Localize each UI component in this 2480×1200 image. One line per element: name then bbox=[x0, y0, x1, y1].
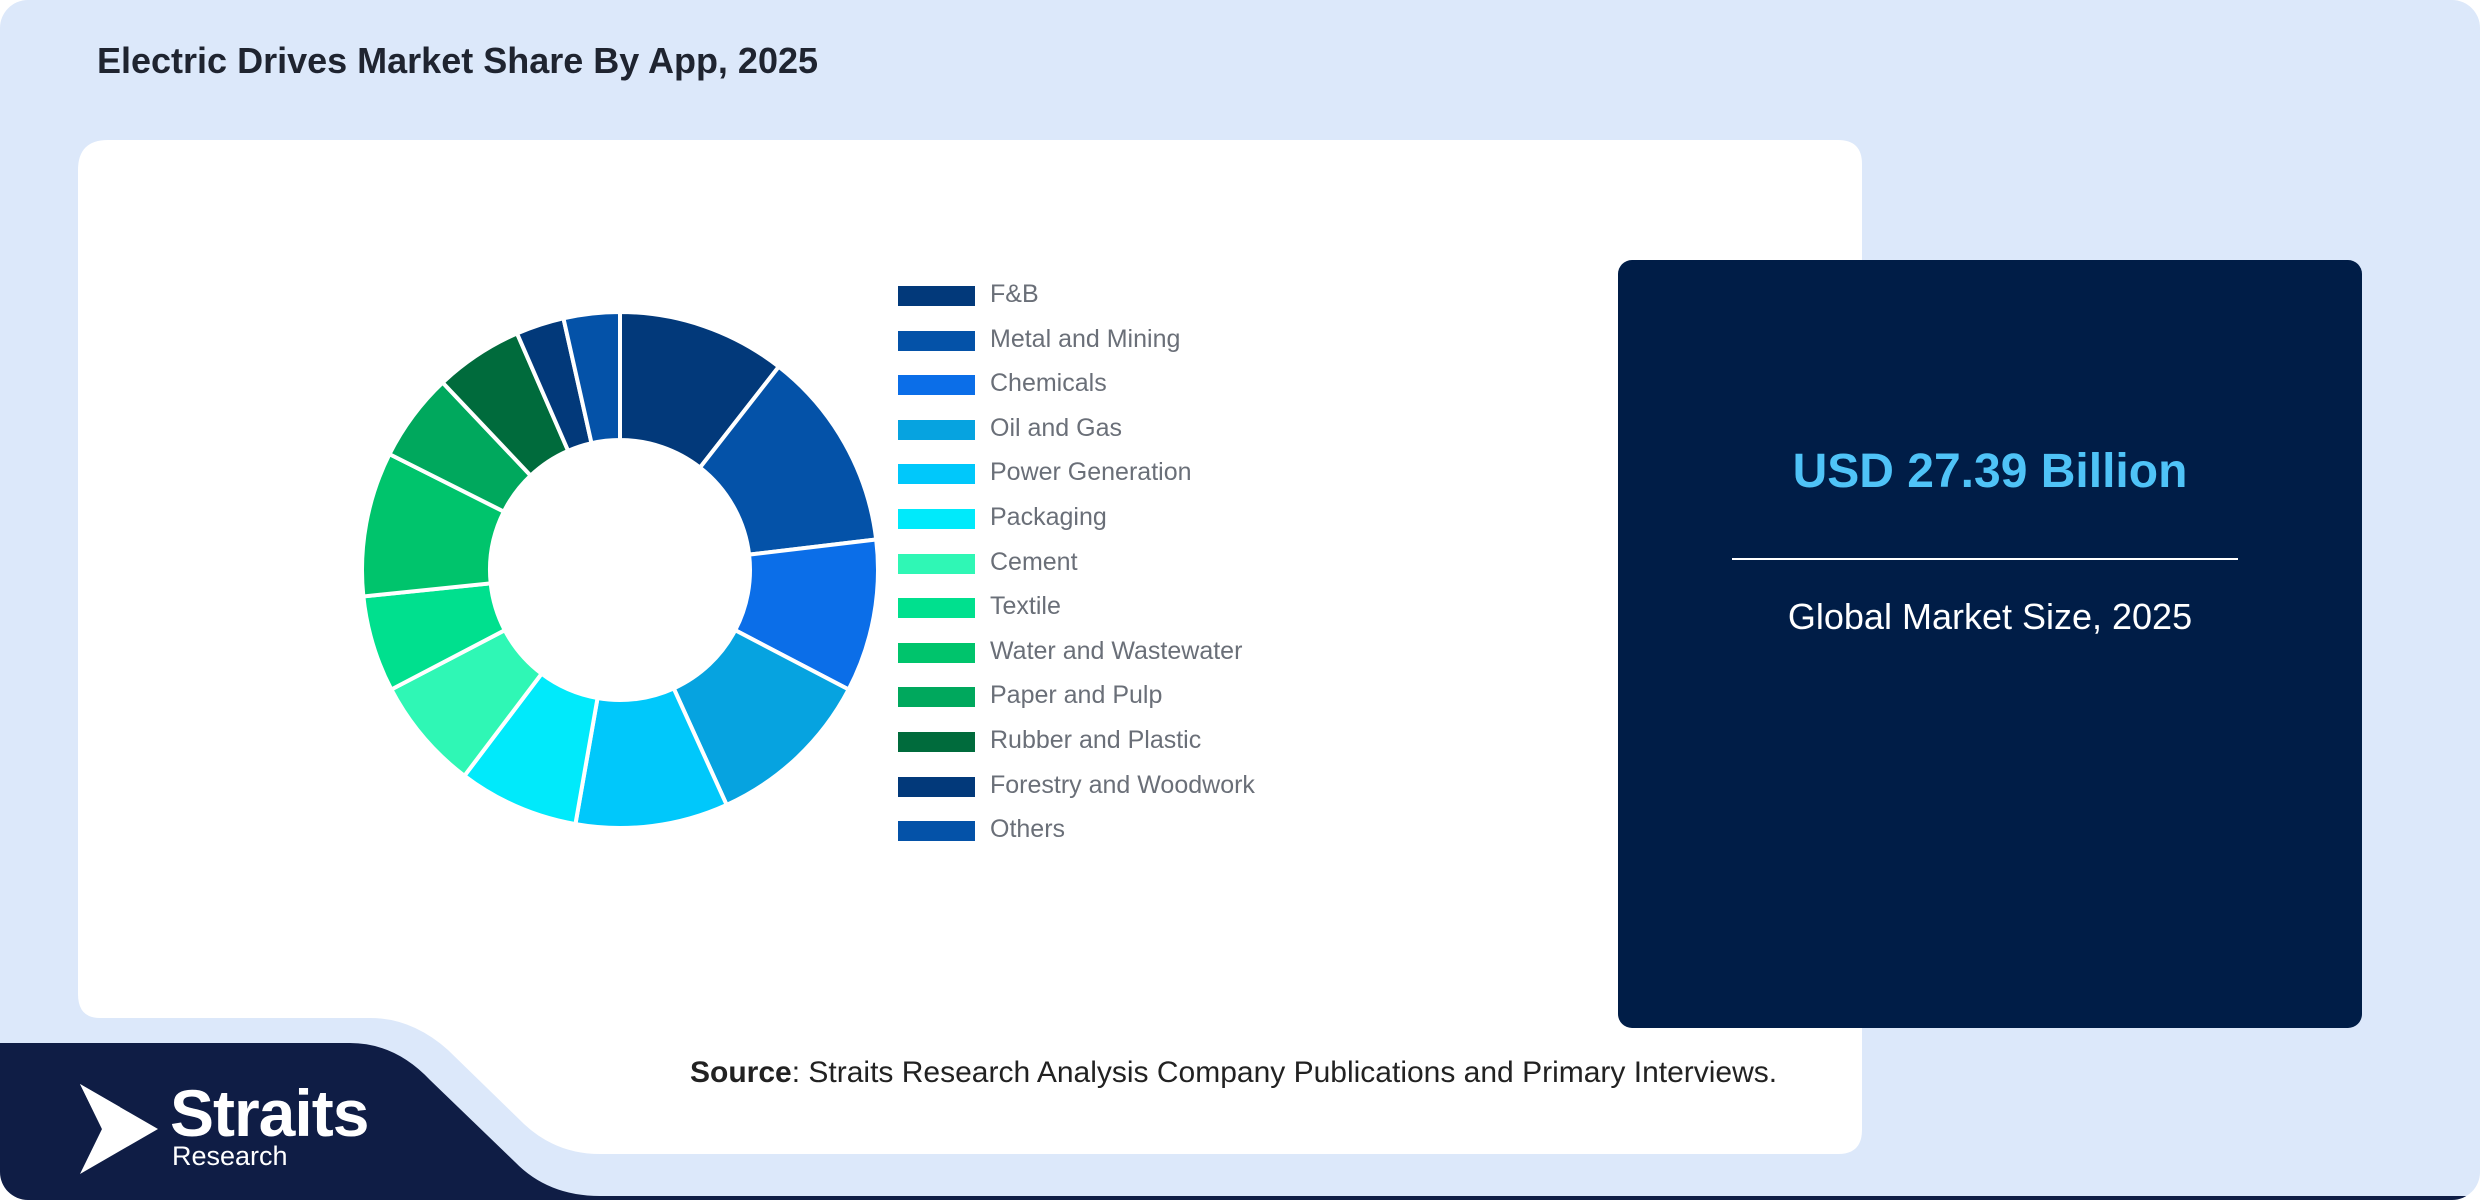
straits-arrow-icon bbox=[80, 1084, 158, 1174]
legend-item[interactable]: Power Generation bbox=[898, 454, 1338, 494]
legend-swatch bbox=[898, 464, 975, 485]
legend-label: Forestry and Woodwork bbox=[990, 770, 1255, 799]
legend-swatch bbox=[898, 375, 975, 396]
logo-subtitle: Research bbox=[172, 1141, 288, 1171]
legend-swatch bbox=[898, 286, 975, 306]
source-note: Source: Straits Research Analysis Compan… bbox=[690, 1056, 1777, 1090]
legend-item[interactable]: Chemicals bbox=[898, 365, 1338, 405]
donut-chart bbox=[360, 309, 880, 830]
legend-swatch bbox=[898, 330, 975, 351]
legend-label: Power Generation bbox=[990, 458, 1192, 487]
legend-label: Packaging bbox=[990, 503, 1107, 531]
legend-label: Others bbox=[990, 815, 1066, 844]
page-title: Electric Drives Market Share By App, 202… bbox=[97, 40, 819, 81]
legend-item[interactable]: Rubber and Plastic bbox=[898, 722, 1338, 762]
source-label: Source bbox=[690, 1056, 792, 1089]
legend-item[interactable]: F&B bbox=[898, 276, 1338, 316]
legend-label: Paper and Pulp bbox=[990, 681, 1163, 710]
legend-label: Cement bbox=[990, 547, 1078, 576]
donut-slice-others[interactable] bbox=[561, 309, 622, 446]
legend-label: F&B bbox=[990, 280, 1039, 308]
market-size-value: USD 27.39 Billion bbox=[1792, 445, 2188, 498]
market-size-label: Global Market Size, 2025 bbox=[1787, 596, 2193, 637]
legend-item[interactable]: Others bbox=[898, 811, 1338, 851]
legend-swatch bbox=[898, 642, 975, 663]
legend-item[interactable]: Textile bbox=[898, 588, 1338, 628]
legend-label: Metal and Mining bbox=[990, 324, 1181, 353]
legend-item[interactable]: Cement bbox=[898, 544, 1338, 584]
logo-band bbox=[0, 1043, 2480, 1200]
legend-swatch bbox=[898, 687, 975, 708]
legend-swatch bbox=[898, 821, 975, 842]
legend-swatch bbox=[898, 509, 975, 529]
legend-item[interactable]: Water and Wastewater bbox=[898, 633, 1338, 673]
source-text: : Straits Research Analysis Company Publ… bbox=[791, 1056, 1778, 1089]
donut-slice-metal-and-mining[interactable] bbox=[697, 363, 879, 557]
legend-item[interactable]: Paper and Pulp bbox=[898, 677, 1338, 717]
legend-swatch bbox=[898, 598, 975, 619]
legend-item[interactable]: Oil and Gas bbox=[898, 410, 1338, 450]
legend-label: Water and Wastewater bbox=[990, 636, 1243, 665]
legend-label: Oil and Gas bbox=[990, 413, 1123, 442]
stat-divider bbox=[1732, 558, 2238, 560]
legend-swatch bbox=[898, 553, 975, 574]
legend-item[interactable]: Packaging bbox=[898, 499, 1338, 539]
legend-label: Chemicals bbox=[990, 369, 1107, 398]
legend-swatch bbox=[898, 732, 975, 752]
legend-label: Textile bbox=[990, 592, 1061, 621]
legend-swatch bbox=[898, 776, 975, 797]
legend-label: Rubber and Plastic bbox=[990, 726, 1202, 754]
logo-name: Straits bbox=[170, 1076, 369, 1150]
market-size-card: USD 27.39 Billion Global Market Size, 20… bbox=[1618, 260, 2362, 1028]
legend-item[interactable]: Metal and Mining bbox=[898, 321, 1338, 361]
legend-item[interactable]: Forestry and Woodwork bbox=[898, 767, 1338, 807]
legend-swatch bbox=[898, 419, 975, 440]
